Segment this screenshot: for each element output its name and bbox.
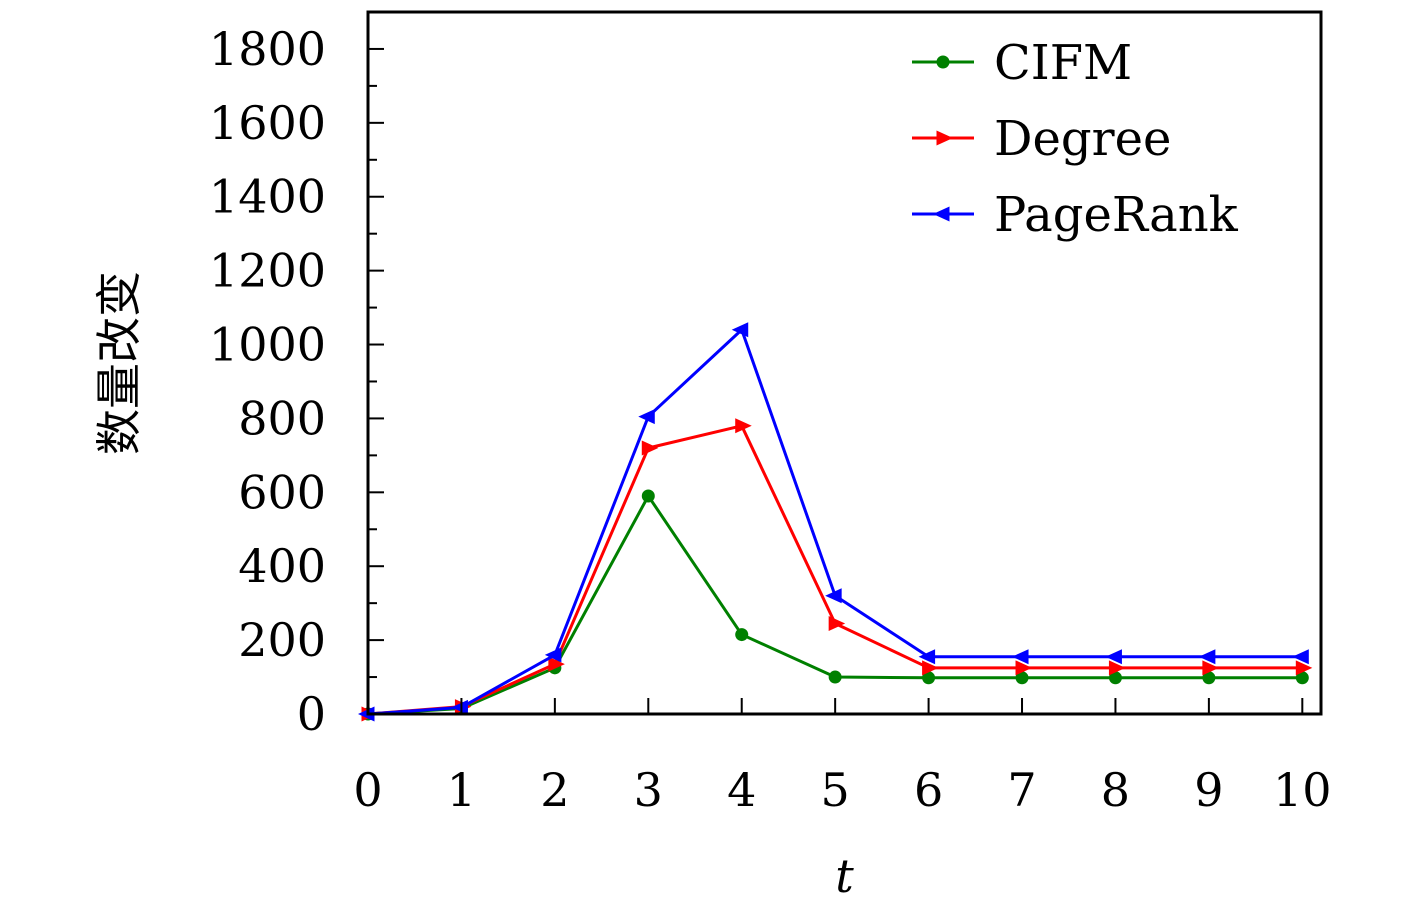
- legend-label-degree: Degree: [994, 111, 1171, 167]
- legend-label-pagerank: PageRank: [994, 187, 1239, 243]
- y-axis-title: 数量改变: [92, 271, 146, 455]
- y-tick-label: 1600: [209, 96, 326, 150]
- legend-item-degree: Degree: [912, 111, 1171, 167]
- data-point-pagerank: [1292, 649, 1309, 665]
- data-point-cifm: [641, 489, 655, 503]
- x-tick-label: 6: [914, 763, 943, 817]
- data-point-cifm: [735, 628, 749, 642]
- y-tick-label: 1000: [209, 318, 326, 372]
- data-point-pagerank: [358, 706, 375, 722]
- x-tick-label: 0: [353, 763, 382, 817]
- data-point-cifm: [922, 671, 936, 685]
- data-point-degree: [1295, 660, 1313, 676]
- x-tick-label: 1: [447, 763, 476, 817]
- data-point-pagerank: [731, 322, 749, 338]
- legend-marker-degree: [936, 130, 953, 146]
- legend-label-cifm: CIFM: [994, 35, 1132, 91]
- x-tick-label: 7: [1007, 763, 1036, 817]
- data-point-pagerank: [451, 699, 468, 715]
- series-pagerank: [358, 322, 1309, 722]
- data-point-degree: [1108, 660, 1126, 676]
- data-point-pagerank: [638, 409, 655, 425]
- data-point-degree: [828, 615, 846, 631]
- data-point-pagerank: [1198, 649, 1216, 665]
- x-tick-label: 2: [540, 763, 569, 817]
- data-point-cifm: [828, 670, 842, 684]
- y-tick-label: 800: [238, 391, 326, 445]
- y-tick-label: 1400: [209, 170, 326, 224]
- data-point-pagerank: [918, 649, 936, 665]
- x-tick-label: 9: [1194, 763, 1223, 817]
- y-tick-label: 1200: [209, 244, 326, 298]
- data-point-cifm: [1015, 671, 1029, 685]
- y-tick-label: 600: [238, 465, 326, 519]
- data-point-cifm: [1108, 671, 1122, 685]
- y-tick-label: 400: [238, 539, 326, 593]
- plot-frame: [366, 10, 1323, 716]
- series-degree: [361, 418, 1313, 722]
- ticks-layer: 0 1 2 3 4 5 6 7 8 9 10 0 200 400 600 800 1000 1200 1400 160…: [209, 11, 1332, 817]
- data-point-pagerank: [544, 647, 562, 663]
- legend-marker-pagerank: [933, 206, 950, 222]
- series-layer: [358, 322, 1313, 722]
- legend: CIFM Degree PageRank: [912, 35, 1239, 243]
- data-point-degree: [641, 440, 659, 456]
- data-point-cifm: [1295, 671, 1309, 685]
- legend-item-cifm: CIFM: [912, 35, 1132, 91]
- data-point-cifm: [1202, 671, 1216, 685]
- data-point-degree: [548, 656, 565, 672]
- data-point-degree: [1202, 660, 1219, 676]
- data-point-degree: [735, 418, 752, 434]
- y-tick-label: 200: [238, 613, 326, 667]
- x-tick-label: 8: [1101, 763, 1130, 817]
- x-tick-label: 4: [727, 763, 756, 817]
- data-point-degree: [1015, 660, 1033, 676]
- data-point-pagerank: [1105, 649, 1122, 665]
- legend-marker-cifm: [936, 55, 950, 69]
- legend-item-pagerank: PageRank: [912, 187, 1239, 243]
- data-point-pagerank: [825, 588, 842, 604]
- data-point-pagerank: [1012, 649, 1029, 665]
- x-tick-label: 10: [1273, 763, 1332, 817]
- x-axis-title: t: [835, 849, 854, 903]
- series-line-pagerank: [367, 328, 1303, 716]
- x-tick-label: 5: [821, 763, 850, 817]
- data-point-degree: [922, 660, 939, 676]
- y-tick-label: 0: [297, 687, 326, 741]
- y-tick-label: 1800: [209, 22, 326, 76]
- x-tick-label: 3: [634, 763, 663, 817]
